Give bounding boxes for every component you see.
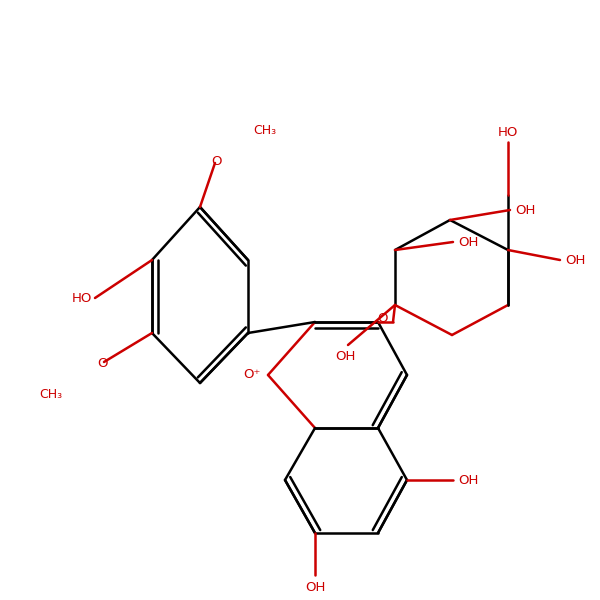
Text: HO: HO <box>71 292 92 304</box>
Text: CH₃: CH₃ <box>253 124 276 136</box>
Text: OH: OH <box>458 235 478 248</box>
Text: O⁺: O⁺ <box>244 368 261 382</box>
Text: OH: OH <box>515 203 535 217</box>
Text: OH: OH <box>565 253 585 266</box>
Text: O: O <box>378 313 388 325</box>
Text: HO: HO <box>498 126 518 139</box>
Text: CH₃: CH₃ <box>39 389 62 401</box>
Text: OH: OH <box>335 350 355 363</box>
Text: O: O <box>98 356 108 370</box>
Text: OH: OH <box>305 581 325 594</box>
Text: OH: OH <box>458 473 478 487</box>
Text: O: O <box>211 155 221 168</box>
